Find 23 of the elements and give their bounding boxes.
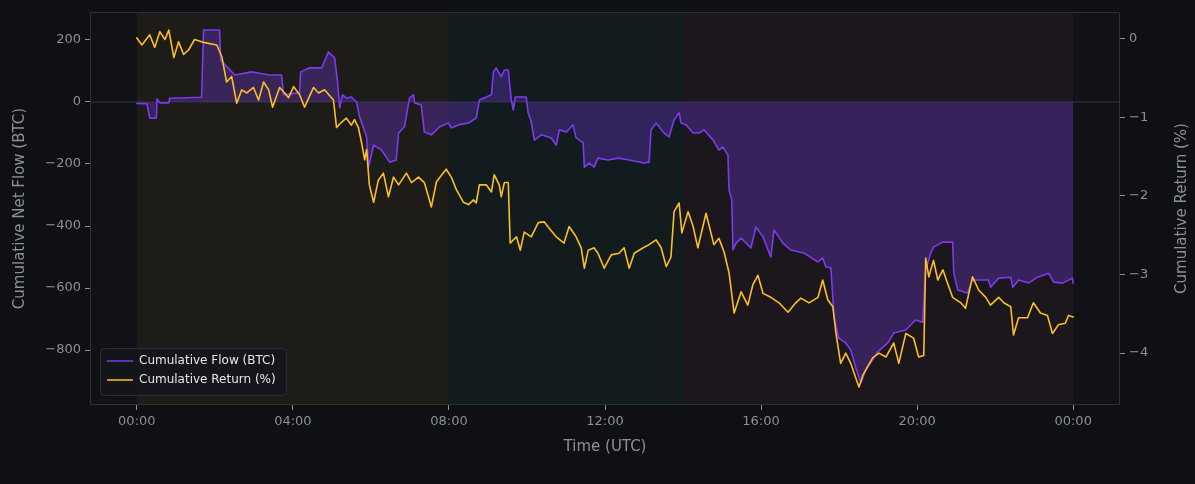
y2-tick-label: −2 <box>1129 187 1149 203</box>
y-tick-label: 200 <box>56 31 81 47</box>
y-axis-title: Cumulative Net Flow (BTC) <box>9 107 28 310</box>
x-tick-label: 16:00 <box>742 413 780 429</box>
x-axis-title: Time (UTC) <box>562 436 647 455</box>
x-tick-label: 00:00 <box>118 413 156 429</box>
y-tick-label: −800 <box>45 341 81 357</box>
x-tick-label: 04:00 <box>274 413 312 429</box>
y-tick-label: −200 <box>45 155 81 171</box>
legend-label: Cumulative Flow (BTC) <box>139 353 276 368</box>
x-tick-label: 20:00 <box>898 413 936 429</box>
y2-tick-label: −1 <box>1129 108 1149 124</box>
x-tick-label: 12:00 <box>586 413 624 429</box>
x-tick-label: 00:00 <box>1054 413 1092 429</box>
legend-label: Cumulative Return (%) <box>139 372 276 387</box>
y-tick-label: −600 <box>45 279 81 295</box>
y2-axis-title: Cumulative Return (%) <box>1171 123 1190 294</box>
y-tick-label: 0 <box>72 93 81 109</box>
y2-tick-label: −3 <box>1129 265 1149 281</box>
y2-tick-label: −4 <box>1129 344 1149 360</box>
y2-tick-label: 0 <box>1129 30 1138 46</box>
x-tick-label: 08:00 <box>430 413 468 429</box>
y-tick-label: −400 <box>45 217 81 233</box>
